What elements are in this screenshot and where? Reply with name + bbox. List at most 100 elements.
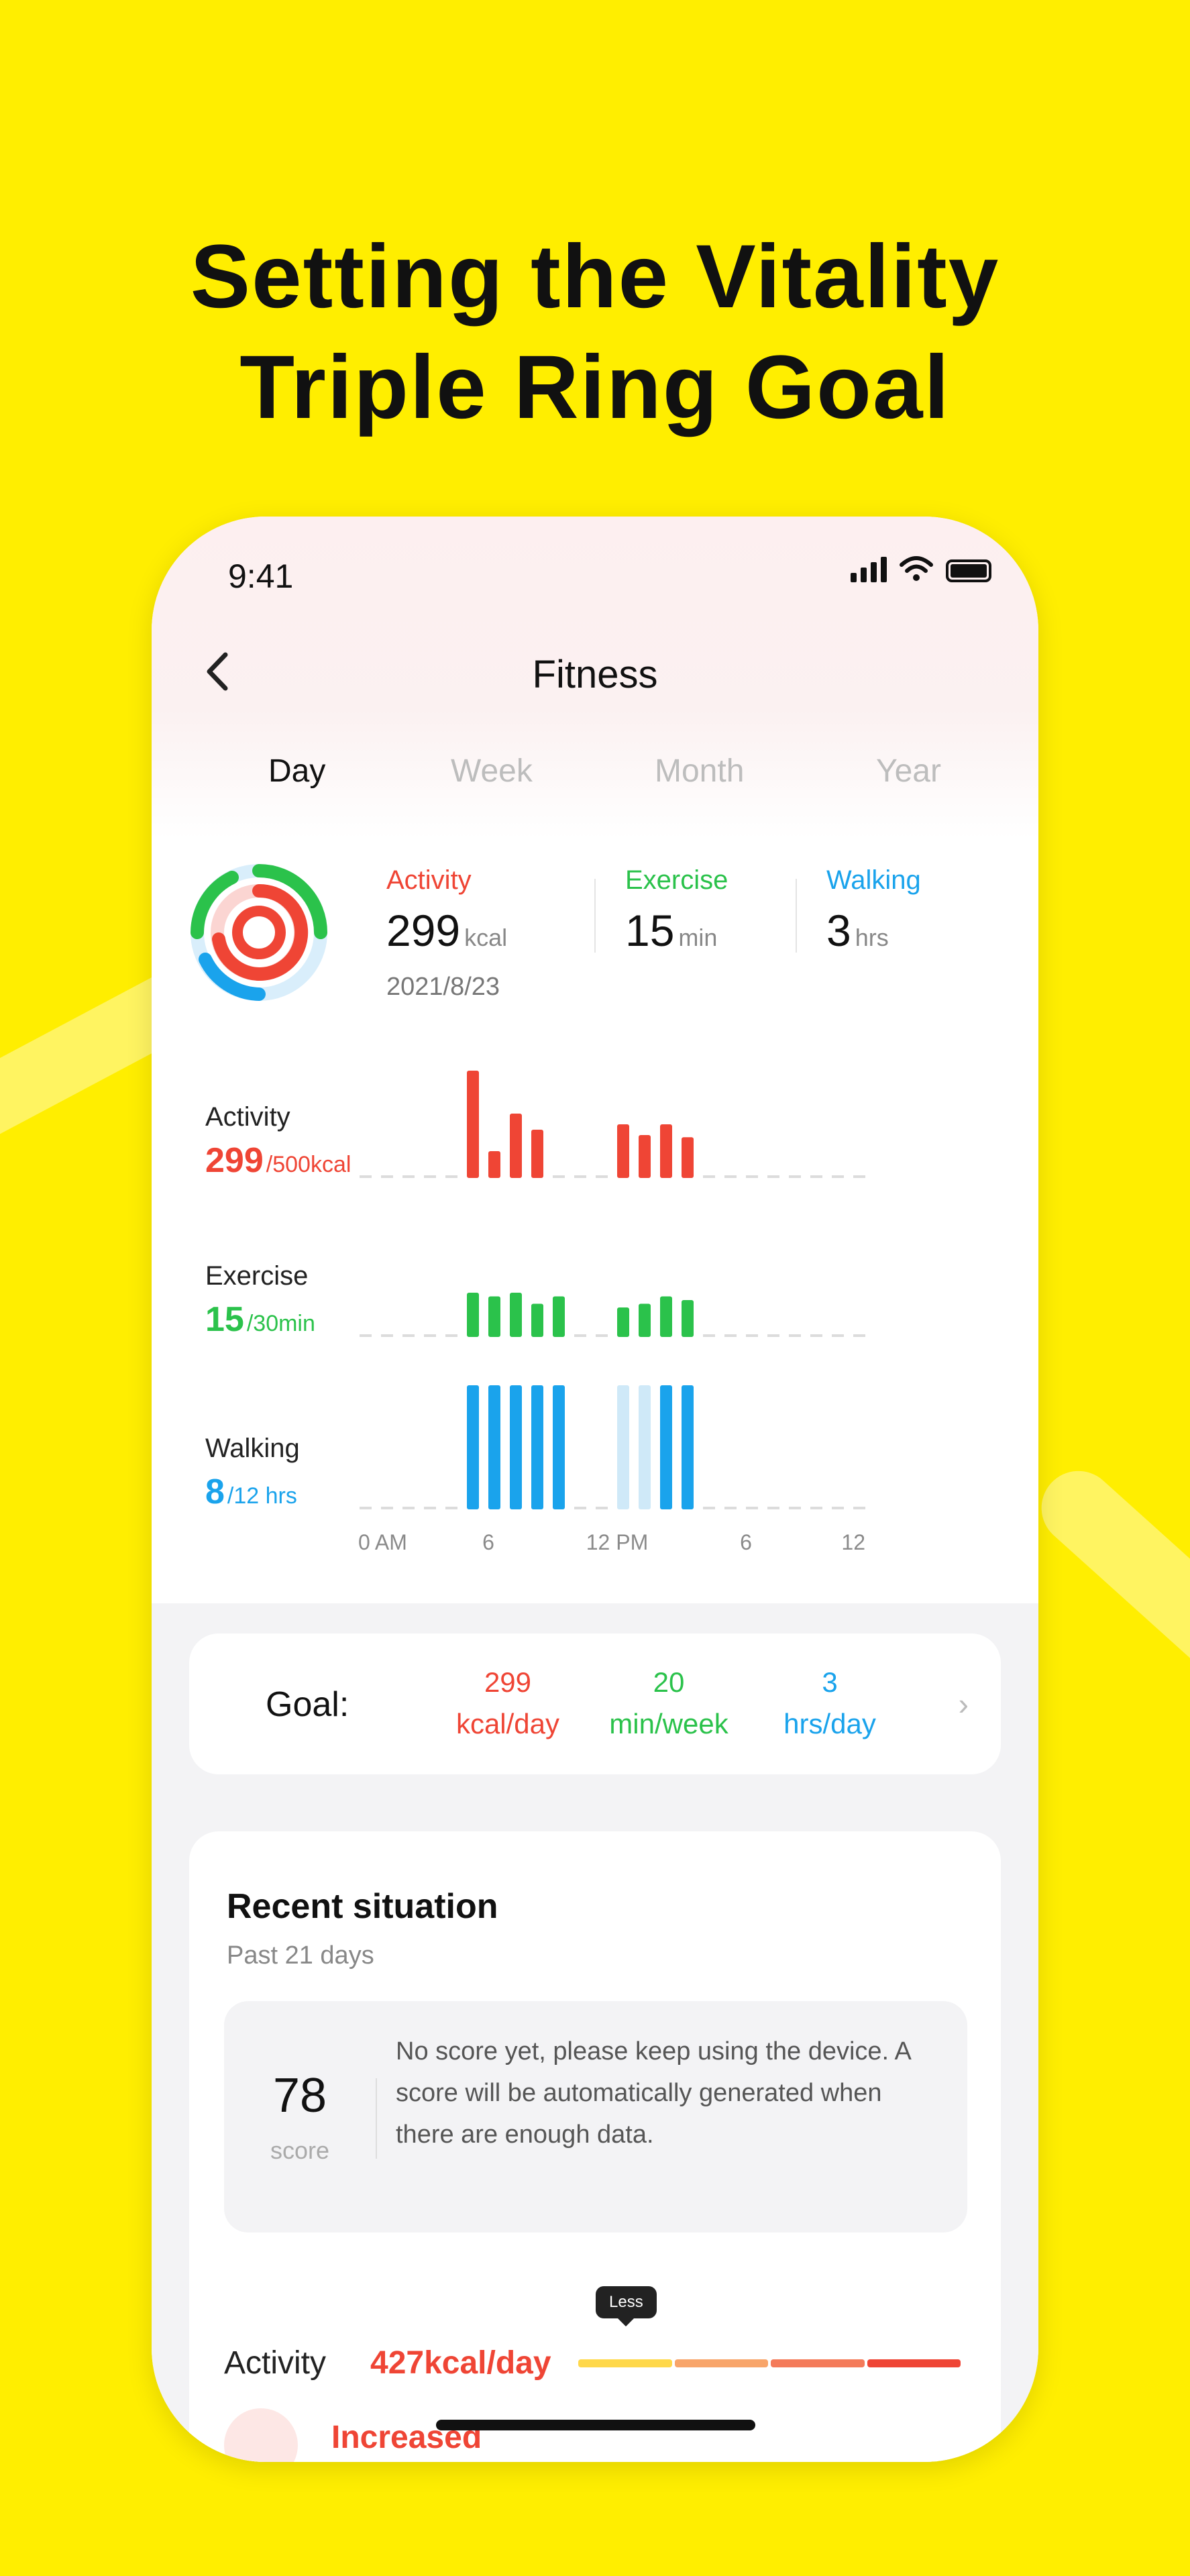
exercise-bar <box>660 1296 672 1337</box>
activity-bar <box>660 1124 672 1178</box>
goal-walking-value: 3 <box>822 1666 838 1698</box>
walking-bar <box>488 1385 500 1509</box>
empty-slot-mark <box>832 1507 844 1509</box>
battery-icon <box>946 559 991 582</box>
empty-slot-mark <box>853 1334 865 1337</box>
walking-bar <box>553 1385 565 1509</box>
score-message: No score yet, please keep using the devi… <box>396 2037 910 2149</box>
scale-segment <box>578 2359 672 2367</box>
x-tick-label: 6 <box>740 1530 752 1554</box>
empty-slot-mark <box>789 1507 801 1509</box>
summary-activity-unit: kcal <box>464 924 508 951</box>
empty-slot-mark <box>703 1334 715 1337</box>
empty-slot-mark <box>402 1334 415 1337</box>
row-walking-value: 8/12 hrs <box>205 1472 297 1512</box>
goal-walking-unit: hrs/day <box>783 1708 876 1739</box>
period-tabs: Day Week Month Year <box>152 753 1038 793</box>
summary-exercise-value: 15 <box>625 906 675 955</box>
walking-bar <box>467 1385 479 1509</box>
summary-date: 2021/8/23 <box>386 973 500 1001</box>
daily-bar-chart: 0 AM 6 12 PM 6 12 <box>358 1071 865 1554</box>
row-activity-current: 299 <box>205 1141 264 1180</box>
background-swoosh <box>1026 1456 1190 1744</box>
activity-bar <box>488 1151 500 1178</box>
goal-activity-value: 299 <box>484 1666 532 1698</box>
row-walking-current: 8 <box>205 1472 225 1511</box>
summary-walking-unit: hrs <box>855 924 889 951</box>
level-tooltip: Less <box>596 2286 657 2326</box>
recent-subtitle: Past 21 days <box>227 1941 374 1970</box>
row-exercise-value: 15/30min <box>205 1299 315 1340</box>
empty-slot-mark <box>553 1175 565 1178</box>
empty-slot-mark <box>767 1175 779 1178</box>
row-exercise-current: 15 <box>205 1300 244 1339</box>
tab-month[interactable]: Month <box>655 753 745 789</box>
headline-line-2: Triple Ring Goal <box>239 337 951 437</box>
tab-year[interactable]: Year <box>876 753 941 789</box>
walking-bar <box>682 1385 694 1509</box>
row-activity-label: Activity <box>205 1102 290 1132</box>
tab-day[interactable]: Day <box>268 753 326 789</box>
empty-slot-mark <box>832 1334 844 1337</box>
empty-slot-mark <box>810 1334 822 1337</box>
activity-bar <box>682 1137 694 1178</box>
summary-walking: Walking 3 hrs <box>826 865 921 956</box>
summary-activity: Activity 299 kcal <box>386 865 507 956</box>
x-tick-label: 0 AM <box>358 1530 407 1554</box>
empty-slot-mark <box>767 1507 779 1509</box>
chevron-right-icon: › <box>958 1686 969 1721</box>
exercise-bar <box>531 1303 543 1337</box>
empty-slot-mark <box>853 1507 865 1509</box>
empty-slot-mark <box>381 1507 393 1509</box>
row-exercise-goal: /30min <box>246 1311 315 1336</box>
activity-bar <box>639 1135 651 1178</box>
empty-slot-mark <box>402 1175 415 1178</box>
empty-slot-mark <box>746 1507 758 1509</box>
empty-slot-mark <box>596 1175 608 1178</box>
home-indicator[interactable] <box>436 2420 755 2430</box>
walking-bar <box>639 1385 651 1509</box>
exercise-bar <box>510 1293 522 1337</box>
exercise-bar <box>617 1307 629 1337</box>
goal-walking: 3 hrs/day <box>753 1662 907 1745</box>
walking-bar <box>660 1385 672 1509</box>
wifi-icon <box>900 556 933 581</box>
tab-week[interactable]: Week <box>451 753 533 789</box>
page-title: Fitness <box>532 653 658 696</box>
empty-slot-mark <box>724 1334 737 1337</box>
goal-label: Goal: <box>266 1685 349 1724</box>
score-label: score <box>270 2137 330 2164</box>
scale-segment <box>867 2359 961 2367</box>
back-arrow-icon[interactable] <box>199 648 239 695</box>
row-exercise-label: Exercise <box>205 1261 309 1291</box>
divider <box>796 879 797 953</box>
empty-slot-mark <box>445 1507 457 1509</box>
recent-title: Recent situation <box>227 1887 498 1926</box>
activity-bar <box>617 1124 629 1178</box>
x-tick-label: 6 <box>482 1530 494 1554</box>
score-box: 78 score No score yet, please keep using… <box>224 2001 967 2233</box>
walking-bar <box>617 1385 629 1509</box>
activity-bar <box>467 1071 479 1178</box>
empty-slot-mark <box>724 1175 737 1178</box>
header-gradient <box>152 517 1038 839</box>
empty-slot-mark <box>789 1334 801 1337</box>
empty-slot-mark <box>381 1334 393 1337</box>
scale-segment <box>674 2359 768 2367</box>
empty-slot-mark <box>810 1507 822 1509</box>
divider <box>376 2078 377 2159</box>
empty-slot-mark <box>596 1507 608 1509</box>
exercise-bar <box>553 1296 565 1337</box>
goal-card[interactable]: Goal: 299 kcal/day 20 min/week 3 hrs/day… <box>189 1633 1001 1774</box>
x-tick-label: 12 PM <box>586 1530 648 1554</box>
empty-slot-mark <box>767 1334 779 1337</box>
empty-slot-mark <box>810 1175 822 1178</box>
exercise-bar <box>639 1303 651 1337</box>
empty-slot-mark <box>445 1175 457 1178</box>
summary-exercise: Exercise 15 min <box>625 865 728 956</box>
status-icons <box>851 555 991 582</box>
score-value: 78 <box>272 2069 327 2123</box>
cellular-signal-icon <box>851 555 887 582</box>
summary-exercise-unit: min <box>678 924 718 951</box>
empty-slot-mark <box>574 1334 586 1337</box>
